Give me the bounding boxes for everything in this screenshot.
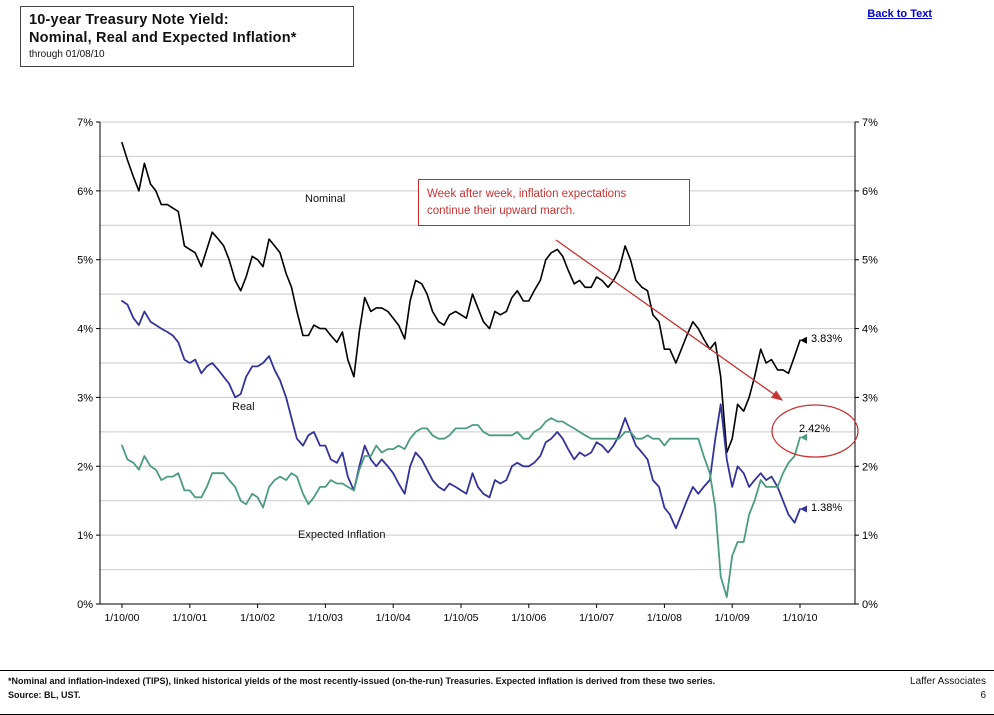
series-end-marker-nominal <box>800 336 807 344</box>
x-tick-label: 1/10/04 <box>376 612 411 624</box>
x-tick-label: 1/10/07 <box>579 612 614 624</box>
page-title-line2: Nominal, Real and Expected Inflation* <box>29 30 297 47</box>
highlight-ellipse <box>771 404 859 458</box>
y-tick-label-right: 6% <box>862 186 878 198</box>
axes <box>99 122 856 605</box>
y-tick-label-right: 0% <box>862 599 878 611</box>
annotation-text-line2: continue their upward march. <box>427 204 576 217</box>
y-tick-label-left: 5% <box>77 255 93 267</box>
y-tick-label-left: 6% <box>77 186 93 198</box>
series-label-nominal: Nominal <box>305 193 346 205</box>
y-tick-label-right: 5% <box>862 255 878 267</box>
series-line-expected-inflation <box>121 417 801 598</box>
x-tick-label: 1/10/01 <box>172 612 207 624</box>
x-tick-label: 1/10/10 <box>782 612 817 624</box>
y-tick-label-left: 2% <box>77 461 93 473</box>
y-tick-label-left: 1% <box>77 530 93 542</box>
annotation-text-line1: Week after week, inflation expectations <box>427 188 627 200</box>
footnote-text: *Nominal and inflation-indexed (TIPS), l… <box>8 676 716 686</box>
x-tick-label: 1/10/03 <box>308 612 343 624</box>
annotation-arrow <box>555 239 784 401</box>
x-tick-label: 1/10/06 <box>511 612 546 624</box>
source-text: Source: BL, UST. <box>8 689 81 700</box>
x-tick-label: 1/10/08 <box>647 612 682 624</box>
x-tick-label: 1/10/02 <box>240 612 275 624</box>
y-axis-labels-right: 0% 1% 2% 3% 4% 5% 6% 7% <box>855 117 878 611</box>
y-gridlines <box>100 121 855 571</box>
footnote: *Nominal and inflation-indexed (TIPS), l… <box>8 675 748 703</box>
end-label-real: 1.38% <box>811 502 843 514</box>
annotation-callout: Week after week, inflation expectations … <box>418 179 690 227</box>
y-tick-label-left: 7% <box>77 117 93 129</box>
end-label-expected-inflation: 2.42% <box>799 423 831 435</box>
series-line-real <box>121 300 801 530</box>
series-label-real: Real <box>232 401 255 413</box>
y-tick-label-left: 3% <box>77 392 93 404</box>
series-end-marker-expected-inflation <box>800 433 807 441</box>
company-name: Laffer Associates <box>910 676 986 687</box>
footer-divider <box>0 670 994 671</box>
y-tick-label-right: 3% <box>862 392 878 404</box>
y-tick-label-right: 4% <box>862 324 878 336</box>
page-number: 6 <box>980 690 986 701</box>
series-end-marker-real <box>800 505 807 513</box>
x-tick-label: 1/10/09 <box>715 612 750 624</box>
back-to-text-link[interactable]: Back to Text <box>867 8 932 20</box>
y-tick-label-right: 1% <box>862 530 878 542</box>
series-line-nominal <box>121 141 801 454</box>
y-tick-label-right: 7% <box>862 117 878 129</box>
y-tick-label-right: 2% <box>862 461 878 473</box>
page-title-line1: 10-year Treasury Note Yield: <box>29 12 229 28</box>
page-subtitle: through 01/08/10 <box>29 49 105 61</box>
y-tick-label-left: 0% <box>77 599 93 611</box>
x-tick-label: 1/10/00 <box>104 612 139 624</box>
chart-title-box: 10-year Treasury Note Yield: Nominal, Re… <box>20 6 354 68</box>
footer-right: Laffer Associates 6 <box>910 675 986 703</box>
x-axis-labels: 1/10/00 1/10/01 1/10/02 1/10/03 1/10/04 1/10/… <box>104 604 818 624</box>
series-label-expected-inflation: Expected Inflation <box>298 529 386 541</box>
y-tick-label-left: 4% <box>77 324 93 336</box>
end-label-nominal: 3.83% <box>811 333 843 345</box>
y-axis-labels-left: 0% 1% 2% 3% 4% 5% 6% 7% <box>77 117 100 611</box>
x-tick-label: 1/10/05 <box>443 612 478 624</box>
